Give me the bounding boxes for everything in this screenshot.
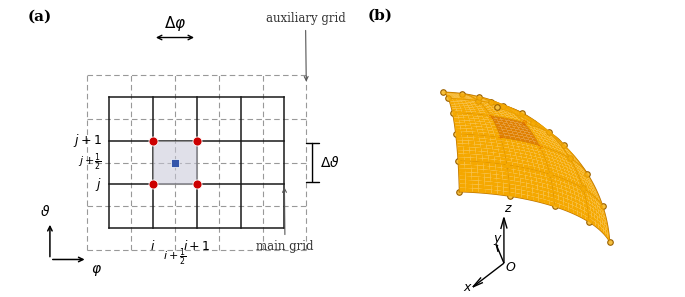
Text: $\Delta\vartheta$: $\Delta\vartheta$ bbox=[321, 155, 340, 170]
Text: $\vartheta$: $\vartheta$ bbox=[40, 204, 51, 219]
Text: (a): (a) bbox=[28, 10, 52, 23]
Bar bbox=[153, 141, 197, 184]
Text: $j$: $j$ bbox=[95, 176, 101, 193]
Text: $i+\frac{1}{2}$: $i+\frac{1}{2}$ bbox=[163, 247, 187, 268]
Text: (b): (b) bbox=[367, 9, 393, 23]
Text: $i$: $i$ bbox=[151, 239, 155, 253]
Text: $\varphi$: $\varphi$ bbox=[90, 263, 101, 278]
Text: $j+\!\frac{1}{2}$: $j+\!\frac{1}{2}$ bbox=[78, 152, 101, 173]
Text: $i+1$: $i+1$ bbox=[183, 239, 211, 253]
Text: $\Delta\varphi$: $\Delta\varphi$ bbox=[164, 14, 186, 33]
Text: main grid: main grid bbox=[256, 189, 314, 253]
Text: auxiliary grid: auxiliary grid bbox=[266, 12, 345, 80]
Text: $j+1$: $j+1$ bbox=[73, 132, 101, 149]
